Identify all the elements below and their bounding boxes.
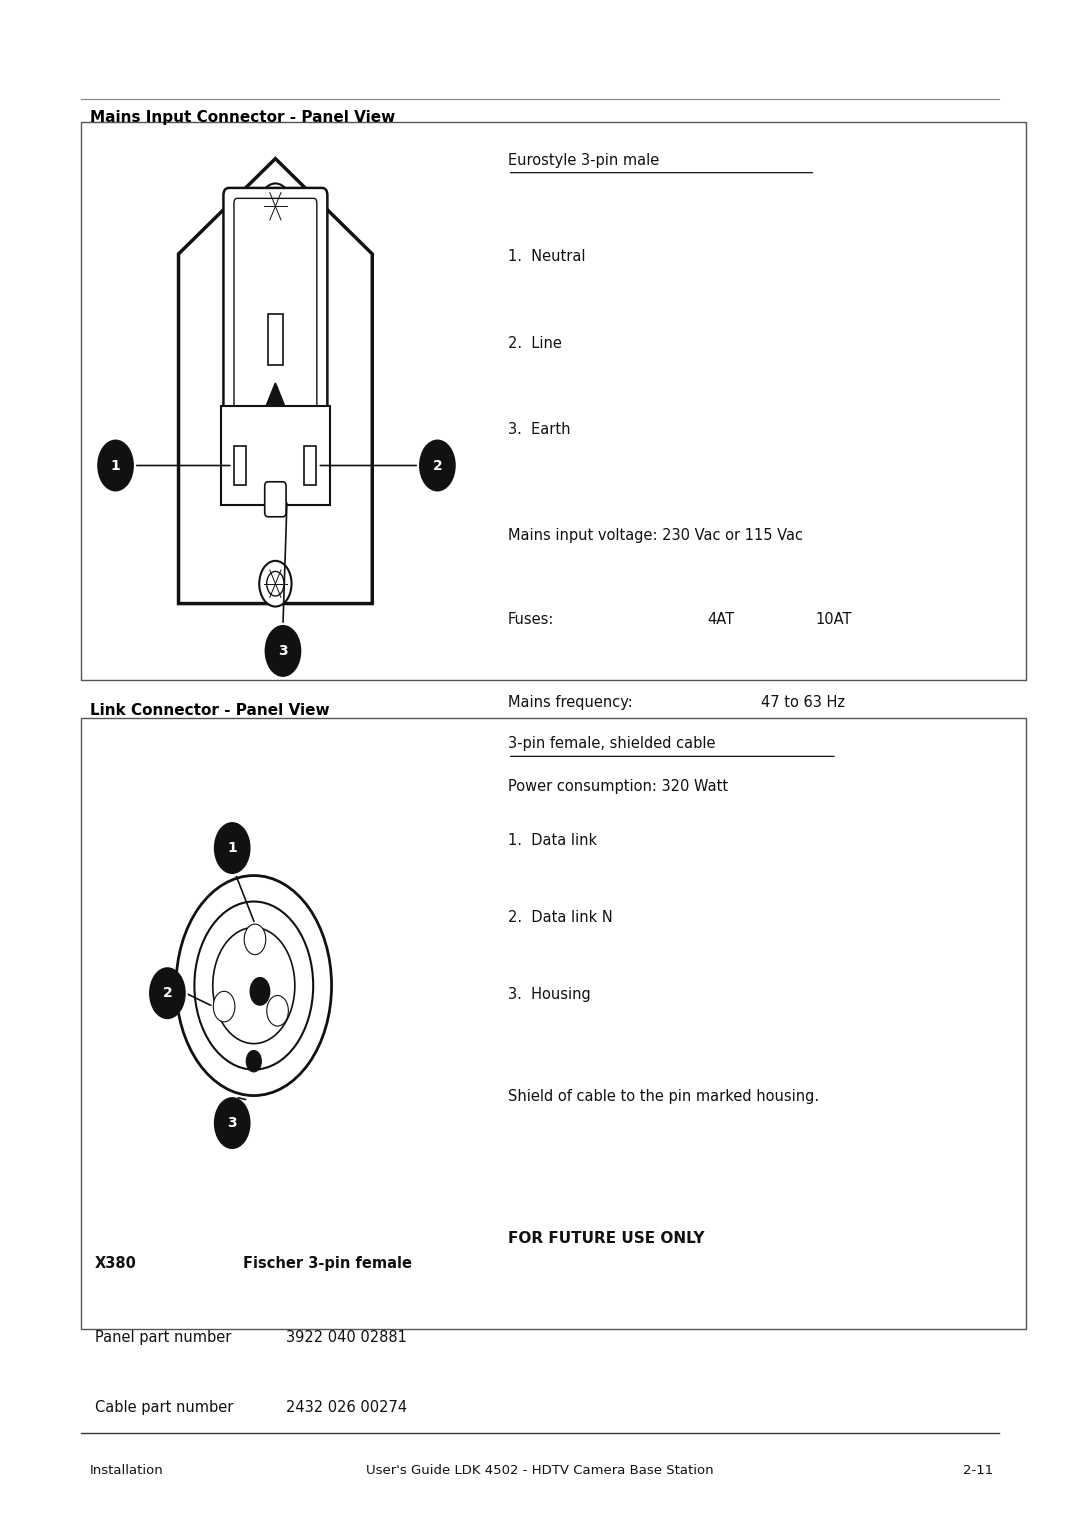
Text: 2.  Data link N: 2. Data link N: [508, 909, 612, 924]
Text: 1.  Data link: 1. Data link: [508, 833, 597, 848]
Text: Mains frequency:: Mains frequency:: [508, 695, 633, 711]
FancyBboxPatch shape: [81, 122, 1026, 680]
FancyBboxPatch shape: [303, 446, 316, 486]
Circle shape: [267, 194, 284, 219]
Text: Mains Input Connector - Panel View: Mains Input Connector - Panel View: [90, 110, 395, 125]
Text: 1.  Neutral: 1. Neutral: [508, 249, 585, 264]
Text: 2432 026 00274: 2432 026 00274: [286, 1400, 407, 1415]
Circle shape: [246, 1051, 261, 1073]
Circle shape: [213, 927, 295, 1044]
Text: 3: 3: [228, 1115, 237, 1131]
Circle shape: [265, 625, 301, 677]
Polygon shape: [265, 384, 286, 411]
Text: Fischer 3-pin female: Fischer 3-pin female: [243, 1256, 411, 1271]
FancyBboxPatch shape: [265, 481, 286, 516]
Circle shape: [244, 924, 266, 955]
Text: 47 to 63 Hz: 47 to 63 Hz: [761, 695, 846, 711]
Text: 4AT: 4AT: [707, 611, 734, 626]
Circle shape: [419, 440, 456, 492]
Circle shape: [267, 996, 288, 1027]
Text: 3922 040 02881: 3922 040 02881: [286, 1329, 407, 1345]
Text: 3.  Housing: 3. Housing: [508, 987, 591, 1002]
Circle shape: [259, 561, 292, 607]
Text: Mains input voltage: 230 Vac or 115 Vac: Mains input voltage: 230 Vac or 115 Vac: [508, 529, 802, 544]
Text: 2: 2: [432, 458, 443, 472]
FancyBboxPatch shape: [268, 313, 283, 365]
Text: Link Connector - Panel View: Link Connector - Panel View: [90, 703, 329, 718]
Circle shape: [97, 440, 134, 492]
Text: 1: 1: [227, 840, 238, 856]
Text: 3-pin female, shielded cable: 3-pin female, shielded cable: [508, 736, 715, 752]
Text: 1: 1: [110, 458, 121, 472]
FancyBboxPatch shape: [220, 406, 330, 506]
Circle shape: [259, 183, 292, 229]
FancyBboxPatch shape: [81, 718, 1026, 1329]
Text: Panel part number: Panel part number: [95, 1329, 231, 1345]
Text: Eurostyle 3-pin male: Eurostyle 3-pin male: [508, 153, 659, 168]
Circle shape: [214, 1097, 251, 1149]
Circle shape: [214, 822, 251, 874]
Polygon shape: [178, 159, 373, 604]
Text: Fuses:: Fuses:: [508, 611, 554, 626]
Text: X380: X380: [95, 1256, 137, 1271]
FancyBboxPatch shape: [234, 199, 316, 429]
Text: 2: 2: [162, 986, 173, 1001]
Text: Installation: Installation: [90, 1464, 163, 1478]
Circle shape: [251, 978, 270, 1005]
Circle shape: [176, 876, 332, 1096]
Text: FOR FUTURE USE ONLY: FOR FUTURE USE ONLY: [508, 1230, 704, 1245]
FancyBboxPatch shape: [234, 446, 246, 486]
Text: 2-11: 2-11: [963, 1464, 994, 1478]
Text: Shield of cable to the pin marked housing.: Shield of cable to the pin marked housin…: [508, 1089, 819, 1105]
Text: 3: 3: [279, 643, 287, 659]
Text: Power consumption: 320 Watt: Power consumption: 320 Watt: [508, 778, 728, 793]
FancyBboxPatch shape: [224, 188, 327, 449]
Text: 10AT: 10AT: [815, 611, 852, 626]
Text: 3.  Earth: 3. Earth: [508, 422, 570, 437]
Circle shape: [213, 992, 235, 1022]
Text: 2.  Line: 2. Line: [508, 336, 562, 351]
Circle shape: [267, 571, 284, 596]
Circle shape: [149, 967, 186, 1019]
Circle shape: [194, 902, 313, 1070]
Text: User's Guide LDK 4502 - HDTV Camera Base Station: User's Guide LDK 4502 - HDTV Camera Base…: [366, 1464, 714, 1478]
Text: Cable part number: Cable part number: [95, 1400, 233, 1415]
